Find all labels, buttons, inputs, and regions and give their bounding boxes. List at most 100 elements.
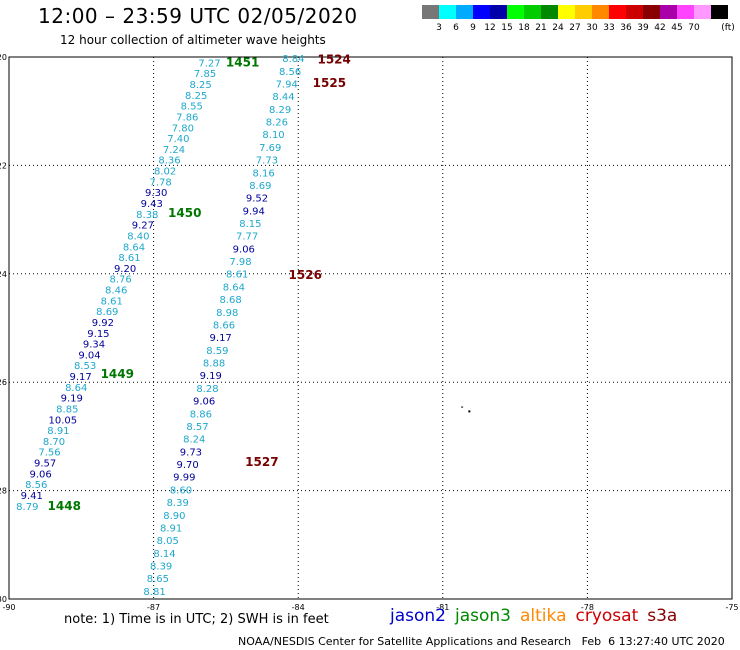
- swh-value-track-a: 9.41: [21, 491, 43, 502]
- swh-value-track-b: 8.64: [223, 282, 245, 293]
- swh-value-track-b: 8.86: [190, 409, 212, 420]
- swh-value-track-b: 8.15: [239, 219, 261, 230]
- legend-label: 12: [484, 23, 496, 33]
- legend-swatch: [694, 5, 711, 19]
- lat-tick-label: -24: [0, 270, 7, 279]
- swh-value-track-b: 8.98: [216, 308, 238, 319]
- swh-value-track-b: 8.65: [147, 574, 169, 585]
- page-subtitle: 12 hour collection of altimeter wave hei…: [60, 33, 326, 47]
- legend-swatch: [422, 5, 439, 19]
- legend-swatch: [626, 5, 643, 19]
- satellite-legend: jason2 jason3 altika cryosat s3a: [390, 606, 686, 626]
- legend-swatch: [609, 5, 626, 19]
- swh-value-track-a: 7.40: [167, 134, 189, 145]
- swh-value-track-a: 8.53: [74, 361, 96, 372]
- legend-swatch: [439, 5, 456, 19]
- pass-time-label: 1526: [289, 268, 322, 282]
- swh-value-track-b: 8.14: [153, 549, 175, 560]
- swh-value-track-b: 9.94: [243, 206, 265, 217]
- satellite-s3a: s3a: [647, 606, 678, 626]
- legend-swatch: [592, 5, 609, 19]
- legend-label: 6: [453, 23, 459, 33]
- pass-time-label: 1448: [48, 499, 81, 513]
- lon-tick-label: -78: [581, 603, 594, 612]
- swh-value-track-a: 9.06: [30, 469, 52, 480]
- swh-value-track-b: 7.73: [256, 156, 278, 167]
- swh-value-track-a: 8.69: [96, 307, 118, 318]
- swh-value-track-a: 8.91: [47, 426, 69, 437]
- swh-value-track-b: 8.68: [219, 295, 241, 306]
- footer-credit: NOAA/NESDIS Center for Satellite Applica…: [238, 635, 725, 648]
- lon-tick-label: -87: [147, 603, 160, 612]
- legend-label: 33: [603, 23, 615, 33]
- swh-value-track-b: 8.39: [167, 498, 189, 509]
- legend-label: 3: [436, 23, 442, 33]
- swh-value-track-a: 10.05: [49, 415, 78, 426]
- legend-label: 45: [671, 23, 683, 33]
- swh-value-track-a: 8.55: [181, 102, 203, 113]
- lon-tick-label: -75: [725, 603, 738, 612]
- swh-value-track-a: 9.27: [132, 221, 154, 232]
- swh-value-track-b: 7.77: [236, 232, 258, 243]
- swh-value-track-b: 7.94: [276, 79, 298, 90]
- swh-value-track-b: 8.16: [253, 168, 275, 179]
- lon-tick-label: -81: [436, 603, 449, 612]
- lon-tick-label: -90: [2, 603, 15, 612]
- swh-value-track-a: 9.43: [141, 199, 163, 210]
- swh-value-track-b: 8.05: [157, 536, 179, 547]
- legend-swatch: [507, 5, 524, 19]
- pass-time-label: 1451: [226, 55, 259, 69]
- swh-value-track-a: 9.19: [61, 394, 83, 405]
- swh-value-track-a: 9.57: [34, 459, 56, 470]
- legend-unit: (ft): [721, 23, 735, 33]
- pass-time-label: 1527: [245, 455, 278, 469]
- swh-value-track-a: 8.40: [127, 231, 149, 242]
- swh-value-track-a: 8.25: [185, 91, 207, 102]
- legend-label: 36: [620, 23, 632, 33]
- swh-value-track-b: 8.66: [213, 320, 235, 331]
- swh-value-track-a: 8.25: [189, 80, 211, 91]
- legend-label: 9: [470, 23, 476, 33]
- credit-text: NOAA/NESDIS Center for Satellite Applica…: [238, 635, 572, 648]
- footer-note: note: 1) Time is in UTC; 2) SWH is in fe…: [64, 612, 329, 627]
- swh-value-track-a: 7.56: [38, 448, 60, 459]
- swh-value-track-a: 8.64: [65, 383, 87, 394]
- legend-label: 42: [654, 23, 666, 33]
- page-title: 12:00 – 23:59 UTC 02/05/2020: [38, 4, 358, 28]
- swh-value-track-a: 7.86: [176, 112, 198, 123]
- swh-value-track-a: 8.79: [16, 502, 38, 513]
- swh-value-track-b: 9.06: [193, 397, 215, 408]
- swh-value-track-a: 8.61: [118, 253, 140, 264]
- legend-label: 39: [637, 23, 649, 33]
- legend-swatch: [524, 5, 541, 19]
- swh-value-track-a: 8.36: [158, 156, 180, 167]
- swh-value-track-b: 7.98: [229, 257, 251, 268]
- island-mark: [468, 410, 471, 413]
- lat-tick-label: -20: [0, 53, 7, 62]
- swh-value-track-a: 8.56: [25, 480, 47, 491]
- satellite-cryosat: cryosat: [575, 606, 639, 626]
- swh-value-track-a: 7.80: [172, 123, 194, 134]
- pass-time-label: 1449: [101, 367, 134, 381]
- swh-value-track-a: 8.76: [110, 275, 132, 286]
- legend-swatch: [541, 5, 558, 19]
- timestamp-text: Feb 6 13:27:40 UTC 2020: [581, 635, 725, 648]
- swh-value-track-a: 7.85: [194, 69, 216, 80]
- swh-value-track-b: 9.73: [180, 447, 202, 458]
- pass-time-label: 1525: [313, 76, 346, 90]
- lat-tick-label: -22: [0, 161, 7, 170]
- swh-value-track-b: 8.10: [262, 130, 284, 141]
- lat-tick-label: -28: [0, 487, 7, 496]
- swh-value-track-b: 8.59: [206, 346, 228, 357]
- swh-value-track-a: 8.38: [136, 210, 158, 221]
- legend-swatch: [711, 5, 728, 19]
- swh-value-track-b: 8.57: [186, 422, 208, 433]
- swh-value-track-a: 8.64: [123, 242, 145, 253]
- lat-tick-label: -30: [0, 595, 7, 604]
- swh-value-track-a: 8.85: [56, 404, 78, 415]
- swh-value-track-a: 7.78: [149, 177, 171, 188]
- swh-value-track-a: 8.46: [105, 286, 127, 297]
- legend-swatch: [473, 5, 490, 19]
- swh-value-track-b: 8.90: [163, 511, 185, 522]
- swh-value-track-b: 9.99: [173, 473, 195, 484]
